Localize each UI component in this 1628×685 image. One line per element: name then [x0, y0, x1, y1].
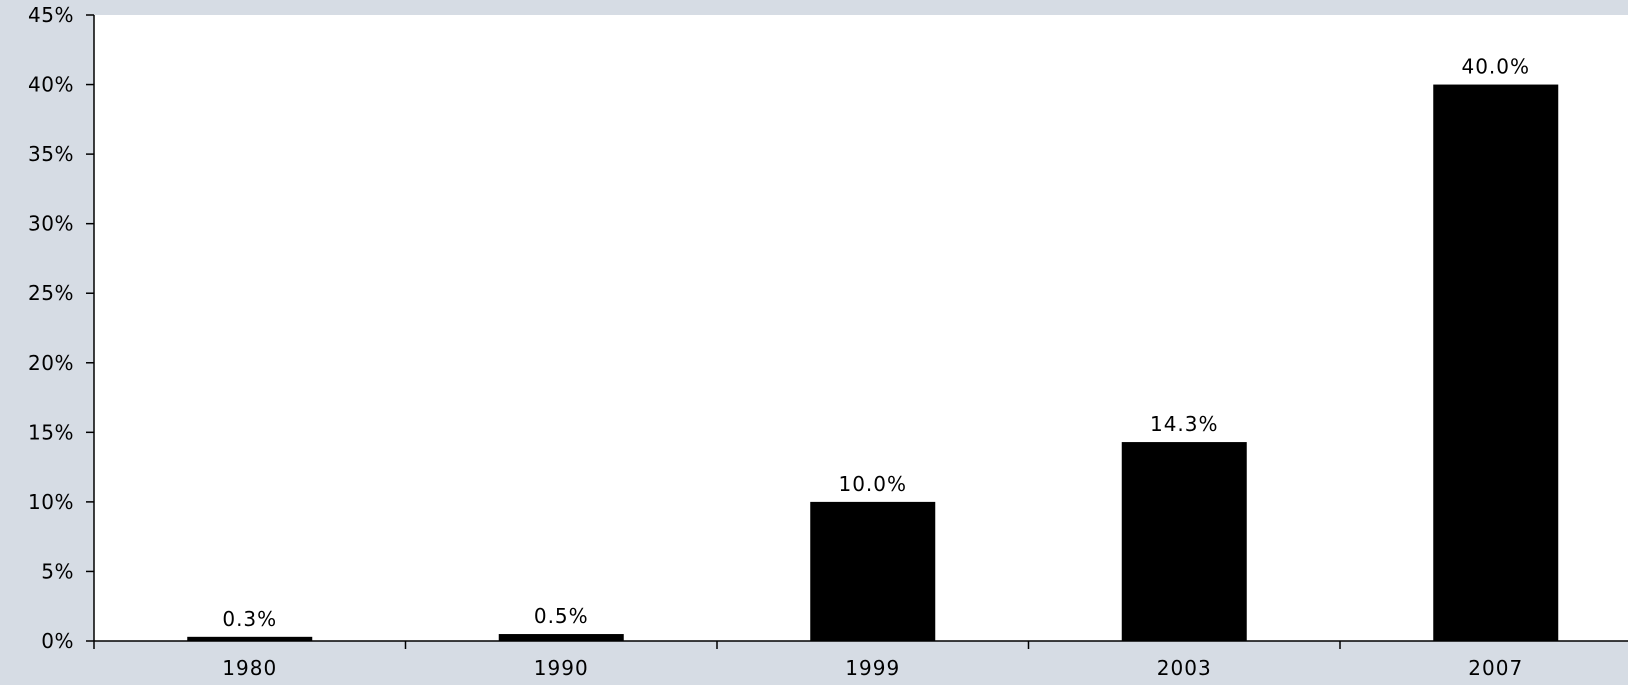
x-axis-ticks: 1980 1990 1999 2003 2007 [93, 641, 1523, 680]
y-tick-label: 15% [28, 420, 74, 444]
y-tick-label: 0% [41, 629, 74, 653]
bar-1990 [498, 634, 624, 641]
data-label-1990: 0.5% [534, 604, 589, 628]
x-category-label-2007: 2007 [1468, 656, 1523, 680]
data-label-1999: 10.0% [838, 472, 907, 496]
bar-2003 [1121, 442, 1247, 641]
data-label-2003: 14.3% [1150, 412, 1219, 436]
data-label-2007: 40.0% [1461, 55, 1530, 79]
y-tick-label: 45% [28, 3, 74, 27]
y-tick-label: 40% [28, 73, 74, 97]
x-category-label-1990: 1990 [534, 656, 589, 680]
y-tick-label: 20% [28, 351, 74, 375]
x-category-label-1999: 1999 [845, 656, 900, 680]
y-tick-label: 10% [28, 490, 74, 514]
y-tick-label: 25% [28, 281, 74, 305]
data-labels-group: 0.3% 0.5% 10.0% 14.3% 40.0% [222, 55, 1530, 631]
y-tick-label: 30% [28, 212, 74, 236]
x-category-label-2003: 2003 [1157, 656, 1212, 680]
bar-2007 [1433, 84, 1559, 642]
y-tick-label: 5% [41, 559, 74, 583]
bar-1980 [187, 636, 313, 641]
bars-group [187, 84, 1559, 642]
bar-1999 [810, 501, 936, 641]
x-category-label-1980: 1980 [222, 656, 277, 680]
y-axis-ticks: 0% 5% 10% 15% 20% 25% 30% 35% 40% 45% [28, 3, 94, 653]
y-tick-label: 35% [28, 142, 74, 166]
data-label-1980: 0.3% [222, 607, 277, 631]
